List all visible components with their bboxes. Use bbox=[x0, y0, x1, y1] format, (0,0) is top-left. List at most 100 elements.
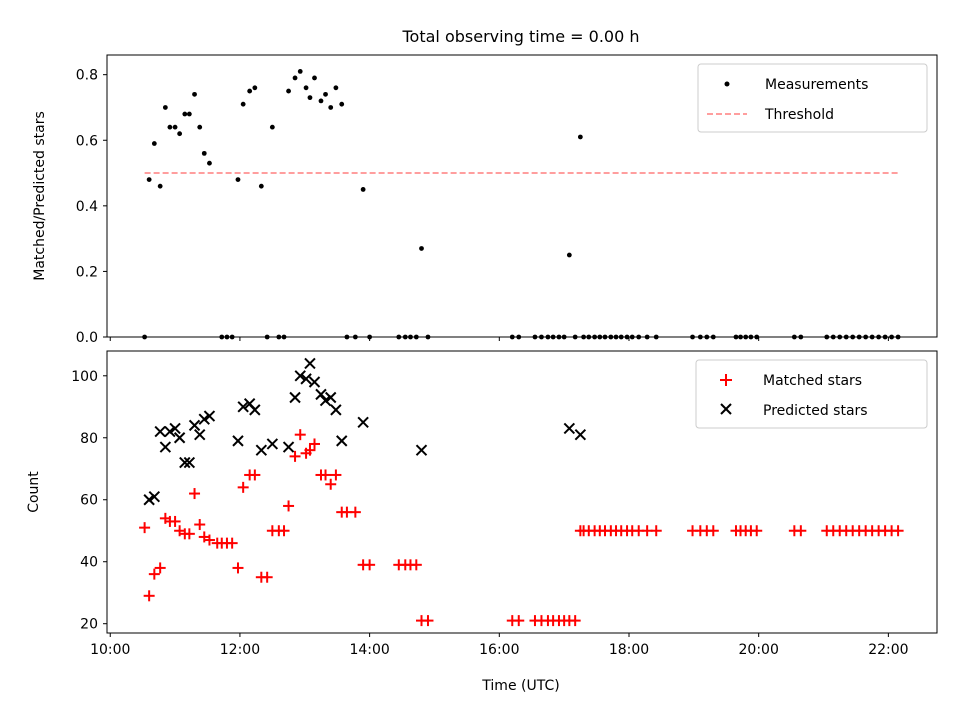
measurement-point bbox=[197, 124, 203, 130]
legend-matched-marker bbox=[720, 374, 732, 386]
matched-point bbox=[325, 478, 337, 490]
x-tick-label: 18:00 bbox=[609, 642, 649, 658]
matched-point bbox=[139, 522, 151, 534]
y-tick-label: 0.8 bbox=[76, 68, 98, 84]
legend-threshold: Threshold bbox=[764, 107, 834, 123]
matched-point bbox=[309, 438, 320, 450]
matched-point bbox=[278, 525, 290, 537]
matched-point bbox=[795, 525, 807, 537]
matched-point bbox=[364, 559, 376, 571]
matched-point bbox=[320, 469, 332, 481]
measurement-point bbox=[566, 252, 572, 258]
measurement-point bbox=[297, 68, 303, 74]
top-ticks: 0.0 0.2 0.4 0.6 0.8 bbox=[76, 68, 889, 346]
top-axes-frame bbox=[106, 54, 938, 338]
matched-point bbox=[569, 615, 581, 627]
measurement-point bbox=[252, 85, 258, 91]
x-tick-label: 14:00 bbox=[349, 642, 389, 658]
top-legend: Measurements Threshold bbox=[697, 63, 928, 133]
measurement-point bbox=[333, 85, 339, 91]
predicted-point bbox=[574, 428, 587, 441]
legend-predicted-marker bbox=[720, 403, 732, 415]
matched-point bbox=[261, 571, 273, 583]
measurement-point bbox=[292, 75, 298, 81]
x-tick-label: 22:00 bbox=[868, 642, 908, 658]
predicted-point bbox=[173, 432, 186, 444]
predicted-point bbox=[203, 410, 216, 422]
legend-measurements: Measurements bbox=[765, 77, 868, 93]
predicted-point bbox=[300, 373, 312, 385]
measurement-point bbox=[235, 177, 241, 183]
matched-point bbox=[183, 528, 195, 540]
matched-point bbox=[249, 469, 261, 481]
measurement-point bbox=[307, 95, 313, 101]
bottom-ticks: 10:00 12:00 14:00 16:00 18:00 20:00 22:00 20 40 6… bbox=[71, 369, 908, 658]
measurement-point bbox=[312, 75, 317, 81]
matched-point bbox=[143, 590, 155, 602]
predicted-point bbox=[325, 391, 337, 404]
matched-point bbox=[169, 515, 181, 527]
matched-point bbox=[194, 519, 206, 531]
matched-point bbox=[154, 562, 166, 574]
measurement-point bbox=[167, 124, 173, 130]
matched-point bbox=[232, 562, 244, 574]
bottom-axes-frame bbox=[106, 350, 938, 634]
y-tick-label: 0.2 bbox=[76, 264, 98, 280]
matched-point bbox=[289, 450, 301, 462]
matched-point bbox=[751, 525, 763, 537]
predicted-point bbox=[148, 490, 161, 503]
y-tick-label: 0.6 bbox=[76, 133, 98, 149]
x-tick-label: 20:00 bbox=[739, 642, 779, 658]
predicted-point bbox=[315, 388, 327, 401]
predicted-point bbox=[143, 494, 155, 506]
y-tick-label: 20 bbox=[80, 617, 98, 633]
matched-point bbox=[237, 481, 249, 493]
measurement-point bbox=[258, 183, 264, 189]
matched-points bbox=[139, 429, 904, 627]
predicted-point bbox=[357, 416, 369, 428]
x-tick-label: 10:00 bbox=[90, 642, 130, 658]
matched-point bbox=[892, 525, 904, 537]
predicted-point bbox=[198, 413, 210, 425]
bottom-ylabel: Count bbox=[26, 471, 42, 513]
measurement-point bbox=[577, 134, 583, 140]
predicted-point bbox=[249, 404, 261, 416]
predicted-point bbox=[304, 357, 316, 370]
y-tick-label: 80 bbox=[80, 431, 98, 447]
measurement-point bbox=[328, 105, 334, 110]
y-tick-label: 0.0 bbox=[76, 330, 98, 346]
measurement-point bbox=[207, 160, 212, 166]
predicted-point bbox=[319, 394, 332, 407]
predicted-point bbox=[237, 401, 249, 413]
matched-point bbox=[650, 525, 662, 537]
matched-point bbox=[304, 444, 316, 456]
matched-point bbox=[203, 534, 215, 546]
measurement-point bbox=[323, 91, 328, 97]
measurement-point bbox=[303, 85, 309, 91]
measurement-point bbox=[151, 141, 157, 146]
predicted-point bbox=[308, 376, 321, 388]
matched-point bbox=[294, 429, 306, 441]
measurement-point bbox=[186, 111, 192, 117]
predicted-point bbox=[183, 456, 196, 469]
measurement-point bbox=[146, 177, 152, 183]
measurement-point bbox=[177, 131, 183, 137]
matched-point bbox=[148, 568, 160, 580]
predicted-point bbox=[255, 444, 268, 456]
legend-measurement-marker bbox=[724, 81, 730, 87]
predicted-point bbox=[330, 404, 342, 416]
measurement-point bbox=[247, 88, 253, 94]
predicted-point bbox=[336, 435, 348, 447]
measurement-point bbox=[269, 124, 275, 130]
legend-matched: Matched stars bbox=[763, 373, 862, 389]
matched-point bbox=[189, 488, 201, 500]
y-tick-label: 40 bbox=[80, 555, 98, 571]
matched-point bbox=[422, 615, 434, 627]
top-panel: 0.00.20.40.60.8 Matched/Predicted stars … bbox=[32, 54, 938, 346]
measurement-point bbox=[192, 91, 197, 97]
measurement-point bbox=[286, 88, 291, 94]
predicted-point bbox=[154, 425, 166, 438]
bottom-panel: 10:00 12:00 14:00 16:00 18:00 20:00 22:00 20 40 6… bbox=[26, 350, 938, 694]
bottom-legend-box bbox=[695, 359, 928, 429]
